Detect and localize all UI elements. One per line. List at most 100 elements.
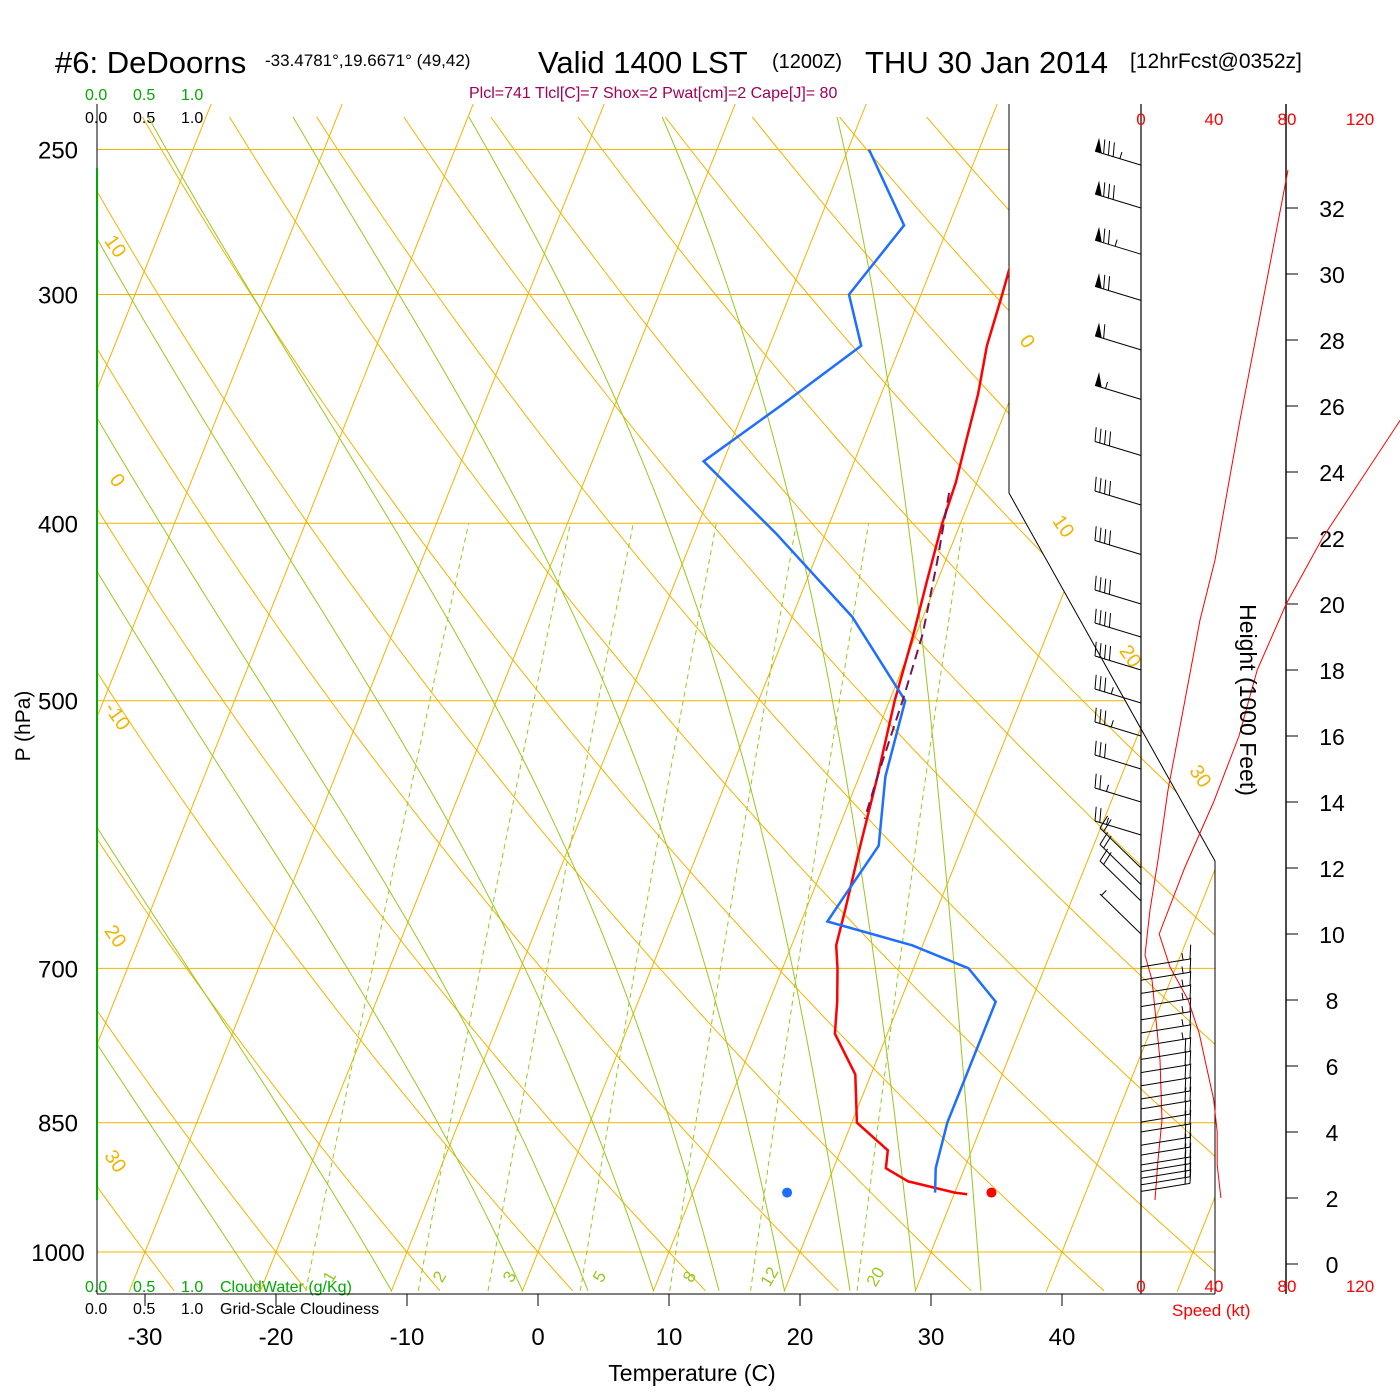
dry-adiabat-line (97, 116, 706, 1292)
height-tick-label: 24 (1319, 460, 1345, 486)
wind-barb-staff (1140, 998, 1191, 1008)
moist-adiabat-line (97, 116, 589, 1291)
wind-barb-staff (1094, 384, 1142, 400)
height-tick-label: 32 (1319, 196, 1345, 222)
dry-adiabat-line (97, 116, 839, 1292)
x-tick-label: 0 (531, 1324, 544, 1351)
mixing-ratio-line (579, 523, 717, 1291)
wind-barb (1140, 1099, 1192, 1123)
height-tick-label: 30 (1319, 262, 1345, 288)
wind-barb-flag (1189, 957, 1192, 973)
dry-adiabat-line (926, 116, 1215, 1292)
cloudcover-label: Grid-Scale Cloudiness (220, 1301, 379, 1318)
wind-barb (1099, 832, 1142, 885)
speed-tick-label-top: 40 (1205, 110, 1224, 129)
mixing-ratio-label: 2 (429, 1268, 450, 1286)
cloudcover-scale-2: 1.0 (181, 1301, 203, 1318)
wind-barb-half-flag (1106, 784, 1109, 792)
wind-barb-flag (1184, 1051, 1187, 1066)
wind-barb-staff (1094, 239, 1142, 255)
speed-tick-label-top: 120 (1346, 110, 1374, 129)
dry-adiabat-line (316, 116, 1215, 1292)
cloudwater-scale-0: 0.0 (85, 1279, 107, 1296)
wind-barb-flag (1189, 1099, 1192, 1115)
x-axis-title: Temperature (C) (608, 1360, 775, 1386)
isotherm-label: 20 (100, 921, 131, 952)
wind-barb-flag (1108, 530, 1112, 545)
wind-barb-half-flag (1181, 1019, 1184, 1027)
wind-barb-staff (1140, 1146, 1191, 1156)
station-coords: -33.4781°,19.6671° (49,42) (265, 51, 470, 70)
wind-barb-flag (1099, 643, 1102, 658)
cloudwater-scale-2: 1.0 (181, 1279, 203, 1296)
dry-adiabat-line (1275, 117, 1400, 1291)
wind-barb-flag (1112, 185, 1115, 200)
wind-barb-flag (1104, 743, 1107, 758)
forecast-run: [12hrFcst@0352z] (1130, 50, 1302, 73)
wind-barb (1140, 1122, 1192, 1146)
wind-barb-half-flag (1181, 992, 1184, 1000)
speed-tick-label-bottom: 80 (1278, 1277, 1297, 1296)
wind-barb-flag (1189, 1037, 1192, 1052)
surface-temperature-point (986, 1187, 997, 1198)
speed-tick-label-bottom: 120 (1346, 1277, 1374, 1296)
mixing-ratio-label: 5 (589, 1268, 610, 1286)
wind-speed-line (1158, 419, 1400, 1199)
wind-barb (1094, 707, 1142, 737)
wind-barb-flag (1189, 971, 1192, 986)
wind-barb (1094, 575, 1142, 605)
wind-barb (1140, 1076, 1192, 1100)
height-tick-label: 10 (1319, 922, 1345, 948)
wind-barb-flag (1099, 709, 1102, 724)
wind-barb-flag (1103, 819, 1112, 832)
wind-barb-pennant (1095, 137, 1102, 154)
wind-barb (1094, 806, 1142, 836)
x-tick-label: -20 (259, 1324, 294, 1351)
cloudcover-scale-top-2: 1.0 (181, 110, 203, 127)
wind-barb-flag (1184, 1123, 1187, 1139)
wind-barb-staff (1094, 754, 1142, 770)
wind-barb-flag (1103, 228, 1106, 243)
height-tick-label: 4 (1326, 1120, 1339, 1146)
dry-adiabat-line (97, 116, 574, 1292)
wind-barb-staff (1140, 1100, 1191, 1110)
moist-adiabat-line (97, 116, 654, 1291)
pressure-tick-label: 700 (38, 956, 78, 983)
wind-barb-flag (1104, 644, 1107, 659)
wind-barb (1094, 476, 1142, 506)
plot-frame (96, 104, 1287, 1295)
wind-barb (1094, 740, 1142, 770)
wind-barb (1140, 1037, 1192, 1060)
cloudwater-scale-top-2: 1.0 (181, 87, 203, 104)
wind-barb-staff (1099, 860, 1142, 902)
moist-adiabat-line (147, 116, 720, 1291)
wind-barb-staff (1094, 193, 1142, 209)
wind-barb-flag (1099, 577, 1102, 592)
wind-barb-flag (1107, 276, 1111, 291)
wind-barb-staff (1094, 490, 1142, 506)
wind-barb-staff (1140, 1123, 1191, 1133)
wind-barb-flag (1099, 676, 1102, 691)
pressure-tick-label: 400 (38, 511, 78, 538)
surface-dewpoint-point (782, 1187, 793, 1198)
wind-barb (1094, 273, 1142, 301)
wind-barb-flag (1094, 526, 1097, 541)
wind-barb-flag (1103, 274, 1106, 290)
wind-barb (1140, 1050, 1192, 1074)
isotherm-line (390, 104, 867, 1293)
wind-barb-flag (1094, 740, 1097, 756)
height-tick-label: 14 (1319, 790, 1345, 816)
height-tick-label: 22 (1319, 526, 1345, 552)
wind-barb-half-flag (1110, 687, 1114, 695)
wind-barb-pennant (1095, 226, 1102, 243)
wind-barb-flag (1189, 1122, 1192, 1138)
isotherm-line (97, 104, 212, 1293)
wind-barb-flag (1104, 479, 1107, 494)
moist-adiabat-line (661, 116, 916, 1291)
wind-barb (1140, 997, 1192, 1021)
isotherm-label: 0 (1015, 331, 1039, 353)
wind-barb-staff (1094, 285, 1142, 301)
wind-barb-flag (1094, 707, 1097, 723)
forecast-date: THU 30 Jan 2014 (865, 45, 1108, 80)
wind-barb-staff (1094, 721, 1142, 737)
